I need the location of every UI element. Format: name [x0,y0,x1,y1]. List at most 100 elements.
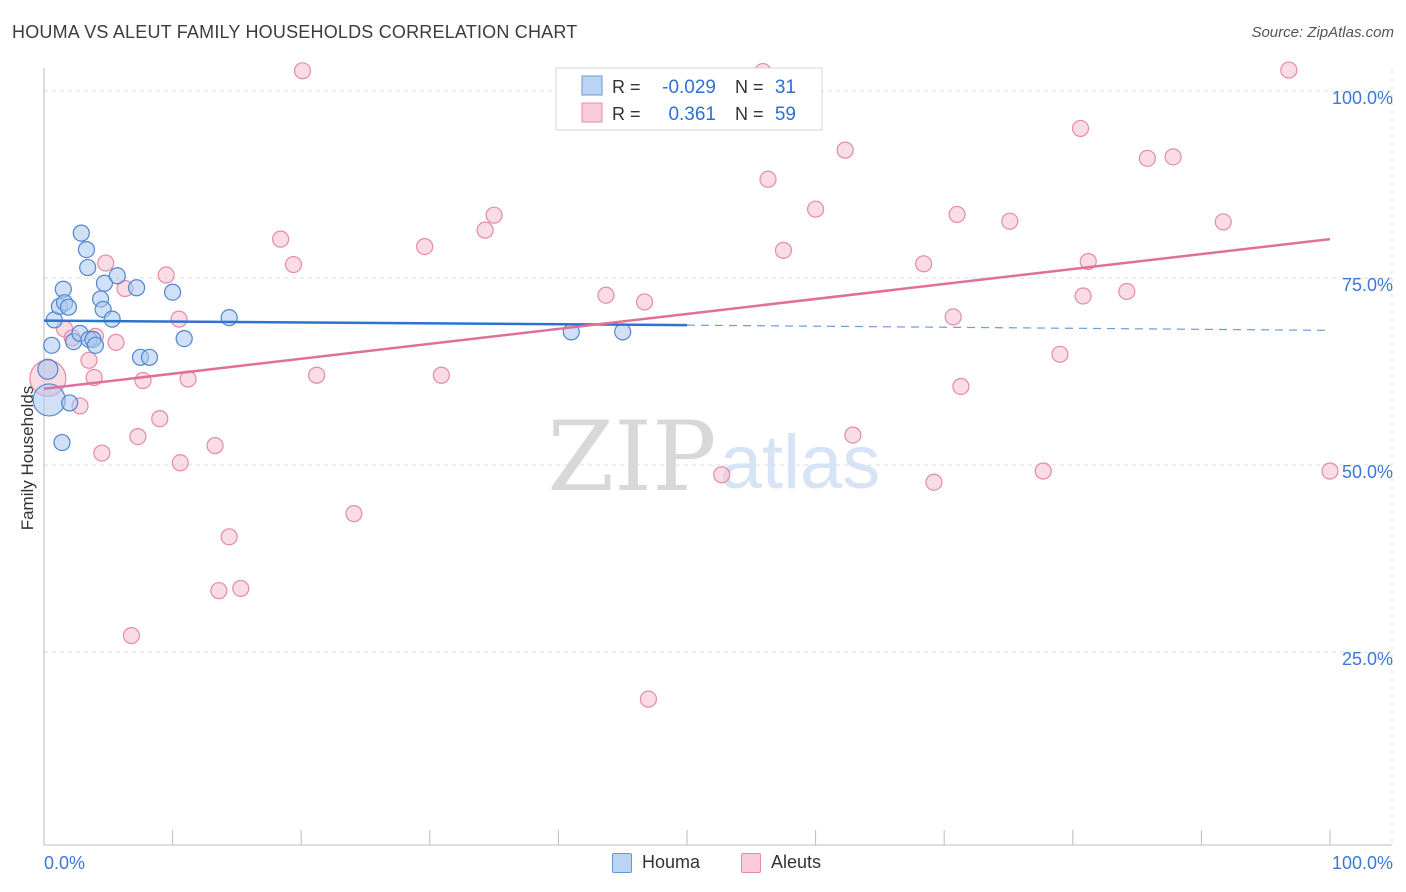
aleut-point [220,528,238,546]
aleut-point [129,427,147,446]
bottom-legend-aleut-label: Aleuts [771,852,822,872]
y-tick-label: 50.0% [1342,462,1393,482]
source-attribution: Source: ZipAtlas.com [1251,24,1394,41]
aleut-point [915,255,933,273]
aleut-point [97,254,115,272]
aleut-point [944,308,962,326]
aleut-point [1280,61,1298,79]
bottom-legend-houma: Houma [612,852,700,873]
aleut-point [476,221,494,239]
bottom-legend-aleut: Aleuts [741,852,821,873]
aleut-point [759,170,777,188]
aleut-point [107,333,125,351]
aleut-point [432,366,450,384]
aleut-point [416,238,434,256]
aleut-point [713,466,731,484]
aleut-point [293,62,312,80]
legend-houma-n-value: 31 [775,77,796,98]
houma-point [43,336,61,354]
bottom-legend: Houma Aleuts [0,852,1406,878]
y-tick-labels: 25.0% 50.0% 75.0% 100.0% [1332,88,1393,669]
aleut-point [1001,212,1019,230]
aleut-point [171,454,189,472]
aleut-points [29,61,1339,708]
houma-trend-line [43,319,688,327]
aleut-point [639,690,658,708]
legend-aleut-n-label: N = [735,104,764,124]
houma-point [140,348,159,366]
aleut-point [157,266,175,284]
aleut-point [1214,213,1232,231]
houma-trend-extension [686,324,1331,331]
aleut-point [774,241,793,259]
aleut-point [485,206,503,224]
houma-swatch [612,852,632,873]
aleut-point [635,293,654,311]
aleut-point [80,351,98,369]
y-tick-label: 25.0% [1342,649,1393,669]
houma-point [614,323,632,341]
aleut-point [272,230,290,248]
aleut-point [210,582,228,600]
x-tick-label-max: 100.0% [1332,853,1393,873]
houma-point [53,433,71,452]
aleut-point [1118,282,1136,301]
houma-point [95,274,114,292]
y-tick-label: 100.0% [1332,88,1393,108]
aleut-point [284,255,303,274]
legend-aleut-swatch [581,102,603,123]
aleut-point [1051,345,1069,363]
legend-aleut-r-label: R = [612,104,641,124]
aleut-point [93,444,111,462]
houma-point [79,258,97,277]
aleut-point [151,410,169,428]
legend-houma-r-label: R = [612,77,641,97]
aleut-point [806,200,825,218]
aleut-point [836,141,854,159]
houma-point [103,310,121,328]
aleut-swatch [741,852,761,873]
aleut-point [597,286,615,304]
legend-houma-n-label: N = [735,77,764,97]
aleut-point [134,371,152,390]
aleut-trend-line [43,237,1331,390]
gridlines [44,70,1393,845]
aleut-point [206,436,224,455]
houma-point [77,240,96,259]
houma-point [86,336,105,354]
aleut-point [232,579,250,598]
houma-point [59,298,78,316]
aleut-point [1034,462,1052,480]
stats-legend: R = -0.029 N = 31 R = 0.361 N = 59 [555,67,823,131]
x-tick-label-min: 0.0% [44,853,85,873]
aleut-point [1164,148,1182,166]
bottom-legend-houma-label: Houma [642,852,701,872]
legend-aleut-n-value: 59 [775,104,796,125]
houma-point [37,358,59,380]
aleut-point [122,626,141,645]
houma-point [108,267,126,285]
houma-point [164,283,182,301]
aleut-point [925,473,943,491]
aleut-point [948,205,966,224]
legend-aleut-r-value: 0.361 [668,104,716,125]
legend-houma-swatch [581,75,603,96]
houma-point [220,309,238,327]
aleut-point [1138,149,1156,167]
aleut-point [345,505,363,523]
aleut-point [844,426,862,444]
aleut-point [1321,462,1339,480]
y-tick-label: 75.0% [1342,275,1393,295]
houma-point [61,394,79,412]
houma-point [175,330,193,348]
aleut-point [1074,287,1092,305]
axes [43,68,1392,846]
aleut-point [308,366,326,384]
houma-point [127,279,146,297]
chart-title: HOUMA VS ALEUT FAMILY HOUSEHOLDS CORRELA… [12,22,578,42]
houma-point [72,224,90,242]
aleut-point [952,377,970,396]
watermark-zip: ZIP [547,401,716,513]
legend-houma-r-value: -0.029 [662,77,716,98]
